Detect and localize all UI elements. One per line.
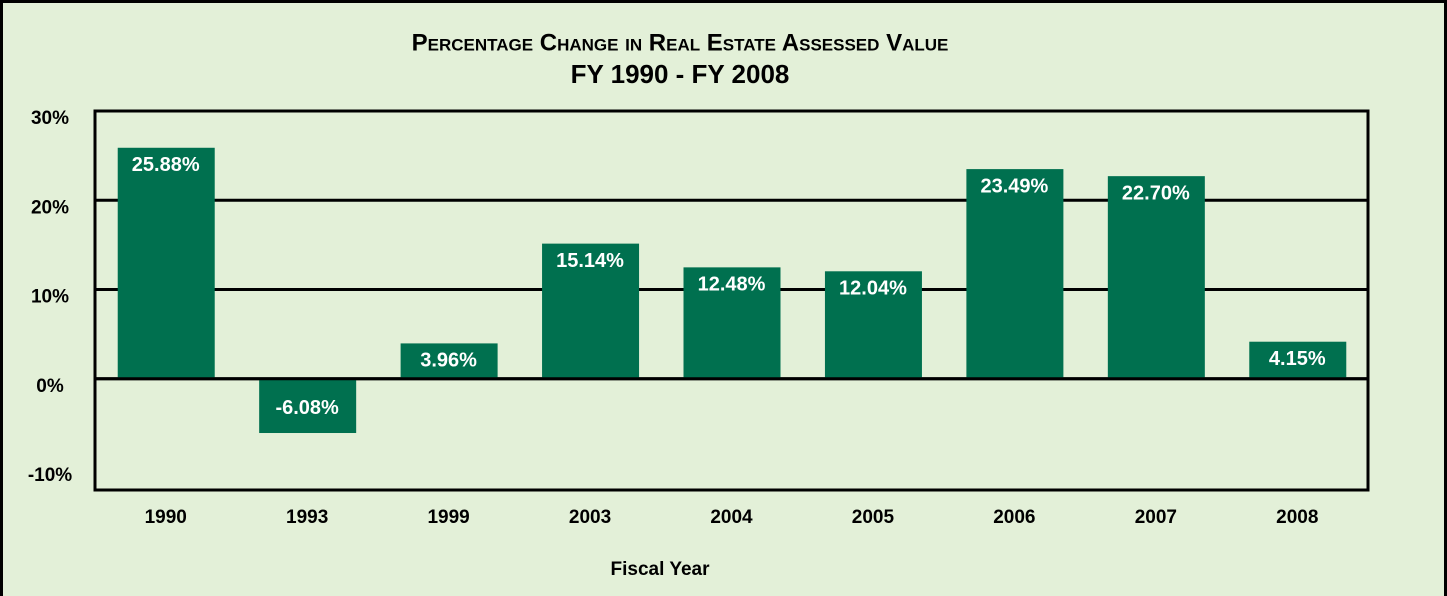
bar <box>683 267 781 379</box>
x-tick-label: 2008 <box>1276 507 1318 528</box>
bar <box>259 378 357 434</box>
x-tick-label: 1993 <box>286 507 328 528</box>
value-label: 22.70% <box>1122 182 1190 204</box>
chart-title: Percentage Change in Real Estate Assesse… <box>412 29 949 56</box>
x-axis-label: Fiscal Year <box>611 559 711 580</box>
bar <box>1249 341 1347 379</box>
value-label: 15.14% <box>556 250 624 272</box>
x-tick-label: 2004 <box>710 507 753 528</box>
bar <box>117 147 215 379</box>
x-tick-label: 2007 <box>1135 507 1177 528</box>
x-tick-label: 2003 <box>569 507 611 528</box>
x-tick-label: 1990 <box>145 507 187 528</box>
y-tick-label: 10% <box>31 287 69 308</box>
value-label: 12.04% <box>839 278 907 300</box>
value-label: 4.15% <box>1269 348 1326 370</box>
value-label: -6.08% <box>275 397 339 419</box>
value-label: 23.49% <box>980 175 1048 197</box>
chart-subtitle: FY 1990 - FY 2008 <box>571 59 790 89</box>
value-label: 12.48% <box>698 274 766 296</box>
x-tick-label: 2005 <box>852 507 895 528</box>
bar <box>1107 176 1205 379</box>
y-tick-label: 0% <box>36 376 64 397</box>
value-label: 25.88% <box>132 154 200 176</box>
y-tick-label: -10% <box>28 465 72 486</box>
bar <box>824 271 922 379</box>
plot-frame <box>93 109 1370 492</box>
value-label: 3.96% <box>420 350 477 372</box>
x-tick-label: 2006 <box>993 507 1035 528</box>
y-tick-label: 30% <box>31 108 69 129</box>
bar <box>400 343 498 379</box>
y-tick-label: 20% <box>31 197 69 218</box>
x-tick-label: 1999 <box>427 507 469 528</box>
bar <box>966 169 1064 379</box>
bar <box>542 243 640 379</box>
